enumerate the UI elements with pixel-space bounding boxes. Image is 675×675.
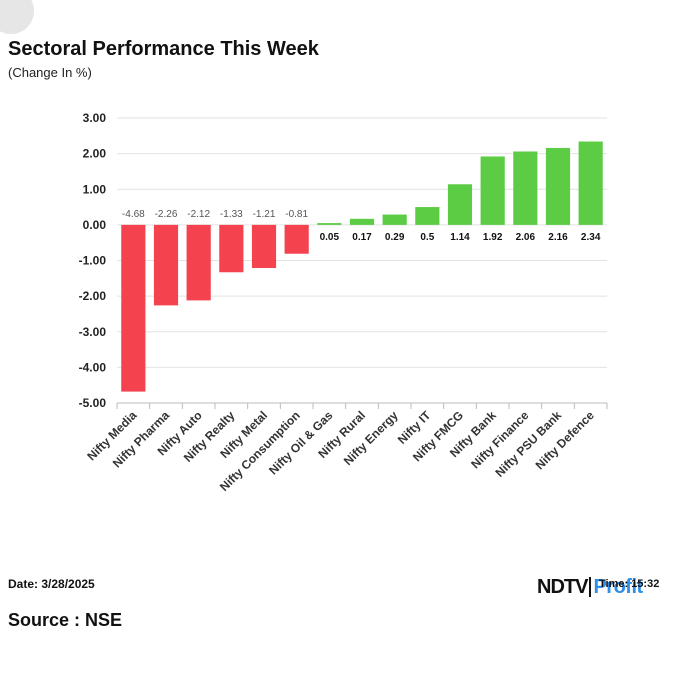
bar bbox=[219, 224, 244, 273]
y-tick-label: -2.00 bbox=[79, 289, 107, 303]
data-label: -1.21 bbox=[253, 209, 276, 220]
data-label: -0.81 bbox=[285, 209, 308, 220]
y-tick-label: 0.00 bbox=[83, 218, 107, 232]
data-label: 1.92 bbox=[483, 232, 503, 243]
data-label: -2.26 bbox=[155, 209, 178, 220]
bar bbox=[545, 147, 571, 225]
data-label: 0.5 bbox=[420, 232, 434, 243]
bar bbox=[415, 207, 440, 225]
bar bbox=[284, 224, 309, 254]
data-label: 2.16 bbox=[548, 232, 568, 243]
chart-subtitle: (Change In %) bbox=[8, 65, 92, 80]
logo-profit-text: Profit bbox=[593, 575, 643, 598]
y-tick-label: -5.00 bbox=[79, 396, 107, 410]
source-label: Source : NSE bbox=[8, 610, 123, 630]
data-label: 0.17 bbox=[352, 232, 372, 243]
y-tick-label: -3.00 bbox=[79, 325, 107, 339]
time-label: Time: 15:32 bbox=[599, 578, 660, 590]
bar-chart: 3.00 2.00 1.00 0.00 -1.00 -2.00 -3.00 -4.00 -5.0… bbox=[79, 111, 608, 494]
bar bbox=[513, 151, 538, 225]
ndtv-profit-logo: NDTV Profit Time: 15:32 bbox=[537, 574, 659, 600]
data-label: -2.12 bbox=[187, 209, 210, 220]
data-label: 2.34 bbox=[581, 232, 601, 243]
bar bbox=[382, 214, 407, 225]
y-tick-label: 3.00 bbox=[83, 111, 107, 125]
bar bbox=[153, 224, 179, 306]
data-label: -4.68 bbox=[122, 209, 145, 220]
data-label: 1.14 bbox=[450, 232, 470, 243]
data-label: 0.05 bbox=[320, 232, 340, 243]
y-tick-label: 1.00 bbox=[83, 182, 107, 196]
data-label: 0.29 bbox=[385, 232, 405, 243]
bar bbox=[317, 223, 342, 225]
category-label: Nifty Defence bbox=[533, 408, 597, 472]
data-label: -1.33 bbox=[220, 209, 243, 220]
data-label: 2.06 bbox=[516, 232, 536, 243]
y-tick-label: -4.00 bbox=[79, 360, 107, 374]
logo-separator bbox=[589, 577, 592, 597]
logo-ndtv-text: NDTV bbox=[537, 575, 588, 598]
bar bbox=[186, 224, 211, 301]
bar bbox=[447, 184, 473, 225]
bar bbox=[251, 224, 277, 268]
bar bbox=[480, 156, 505, 225]
bar bbox=[121, 224, 146, 392]
y-tick-label: -1.00 bbox=[79, 254, 107, 268]
bar bbox=[578, 141, 603, 225]
bar bbox=[349, 218, 375, 225]
y-tick-label: 2.00 bbox=[83, 147, 107, 161]
chart-title: Sectoral Performance This Week bbox=[8, 38, 319, 60]
date-label: Date: 3/28/2025 bbox=[8, 577, 95, 591]
